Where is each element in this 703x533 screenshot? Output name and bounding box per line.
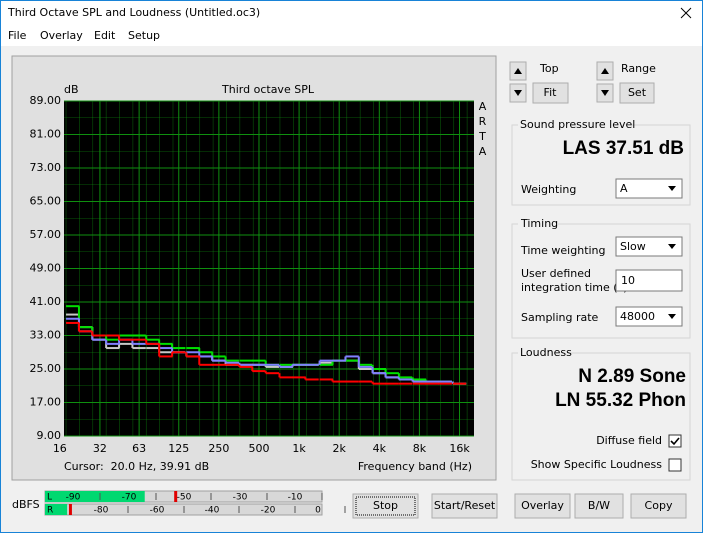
chart-title: Third octave SPL [221,83,315,96]
x-tick-label: 500 [248,442,269,455]
y-tick-label: 65.00 [30,195,62,208]
sampling-label: Sampling rate [521,311,599,324]
weighting-label: Weighting [521,183,576,196]
focus-ring [355,496,416,516]
y-tick-label: 73.00 [30,161,62,174]
level-meter: L -90 -70 -50 -30 -10 R -80 -60 -40 -20 0 [44,490,346,516]
integration-label: integration time (s) [521,281,628,294]
meter-scale-label: -50 [177,493,192,503]
top-label: Top [539,62,559,75]
x-tick-label: 2k [333,442,347,455]
y-tick-label: 57.00 [30,228,62,241]
menu-item[interactable]: Setup [128,29,160,42]
y-tick-label: 41.00 [30,295,62,308]
meter-channel: R [47,506,53,516]
x-tick-label: 16k [449,442,470,455]
meter-level [45,491,145,502]
spl-reading: LAS 37.51 dB [563,138,684,159]
menu-bar [1,28,702,46]
y-axis-label: dB [64,83,79,96]
x-tick-label: 16 [53,442,67,455]
menu-item[interactable]: File [8,29,27,42]
time-weighting-value: Slow [620,240,646,253]
meter-label: dBFS [12,498,40,511]
meter-scale-label: -30 [233,493,248,503]
fit-button[interactable] [532,82,569,104]
button[interactable] [514,493,571,519]
group-title: Sound pressure level [520,118,635,131]
title-bar [1,1,702,28]
range-label: Range [621,62,656,75]
checkbox[interactable] [668,458,682,472]
meter-scale-label: -20 [261,506,276,516]
checkbox-label: Diffuse field [596,434,662,447]
meter-peak [174,491,178,502]
button-label: Stop [373,499,398,512]
set-button[interactable] [619,82,655,104]
loudness-ln: LN 55.32 Phon [555,390,686,411]
checkbox[interactable] [668,434,682,448]
y-tick-label: 81.00 [30,128,62,141]
x-tick-label: 4k [373,442,387,455]
meter-scale-label: -60 [150,506,165,516]
y-tick-label: 9.00 [37,429,62,442]
button-label: Start/Reset [434,499,496,512]
x-tick-label: 1k [292,442,306,455]
weighting-value: A [620,182,628,195]
button-label: Overlay [521,499,564,512]
meter-scale-label: 0 [315,506,321,516]
meter-scale-label: -80 [94,506,109,516]
fit-button-label: Fit [544,86,558,99]
button-row: Stop Start/Reset Overlay B/W Copy [352,493,687,519]
side-label: ARTA [476,100,489,160]
meter-scale-label: -10 [288,493,303,503]
y-tick-label: 89.00 [30,94,62,107]
plot: 9.00 17.00 25.00 33.00 41.00 49.00 57.00 65.00 7… [30,94,474,455]
weighting-select[interactable] [615,178,683,199]
integration-input[interactable] [615,269,683,292]
x-tick-label: 63 [132,442,146,455]
close-button[interactable] [680,7,692,19]
meter-scale-label: -40 [205,506,220,516]
menu-item[interactable]: Overlay [40,29,83,42]
meter-scale-label: -90 [66,493,81,503]
button[interactable] [352,493,419,519]
group-title: Loudness [520,346,572,359]
x-tick-label: 32 [93,442,107,455]
x-tick-label: 8k [413,442,427,455]
integration-value: 10 [621,274,635,287]
checkbox-label: Show Specific Loudness [531,458,663,471]
x-tick-label: 250 [208,442,229,455]
time-weighting-select[interactable] [615,236,683,257]
button[interactable] [574,493,624,519]
button[interactable] [431,493,498,519]
check-mark [670,437,680,446]
meter-level [45,504,68,515]
window-title: Third Octave SPL and Loudness (Untitled.… [7,6,260,19]
y-tick-label: 49.00 [30,262,62,275]
loudness-group [511,352,691,481]
set-button-label: Set [628,86,647,99]
group-title: Timing [520,217,558,230]
y-tick-label: 17.00 [30,396,62,409]
meter-peak [68,504,72,515]
y-tick-label: 33.00 [30,329,62,342]
button-label: B/W [588,499,610,512]
time-weighting-label: Time weighting [520,244,606,257]
button[interactable] [630,493,687,519]
menu-item[interactable]: Edit [94,29,116,42]
timing-group [511,223,691,339]
integration-label: User defined [521,267,591,280]
meter-scale-label: -70 [122,493,137,503]
sampling-value: 48000 [620,310,655,323]
x-tick-label: 125 [168,442,189,455]
y-tick-label: 25.00 [30,362,62,375]
meter-channel: L [47,493,52,503]
sampling-select[interactable] [615,306,683,327]
x-axis-label: Frequency band (Hz) [358,460,472,473]
cursor-readout: Cursor: 20.0 Hz, 39.91 dB [64,460,209,473]
loudness-n: N 2.89 Sone [578,366,686,387]
button-label: Copy [645,499,673,512]
